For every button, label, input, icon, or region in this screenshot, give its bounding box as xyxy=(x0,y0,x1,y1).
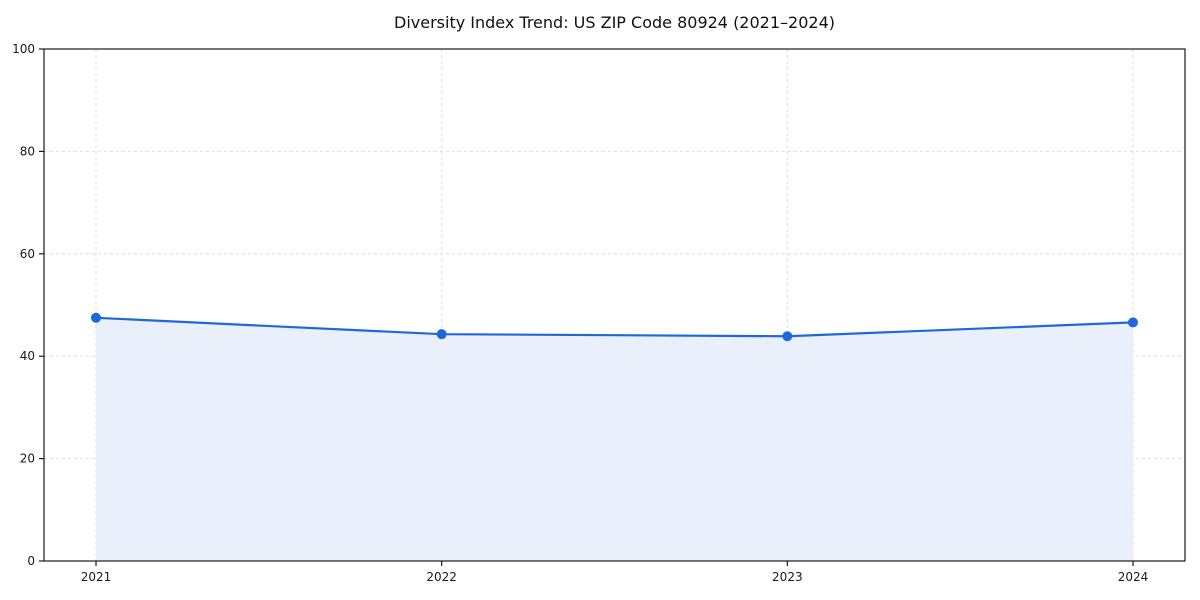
y-axis-tick-label: 60 xyxy=(20,247,35,261)
x-axis-tick-label: 2024 xyxy=(1118,570,1149,584)
data-point xyxy=(436,329,447,340)
data-point xyxy=(782,331,793,342)
y-axis-tick-label: 20 xyxy=(20,452,35,466)
data-point xyxy=(1128,317,1138,328)
y-axis-tick-label: 0 xyxy=(27,554,35,568)
y-axis-tick-label: 100 xyxy=(12,42,35,56)
area-fill xyxy=(96,317,1133,561)
x-axis-tick-label: 2023 xyxy=(772,570,803,584)
x-axis-tick-label: 2021 xyxy=(81,570,112,584)
chart-title: Diversity Index Trend: US ZIP Code 80924… xyxy=(394,13,835,32)
axes-box xyxy=(43,48,1186,562)
x-axis-tick-label: 2022 xyxy=(426,570,457,584)
trend-line xyxy=(94,316,1135,338)
data-point xyxy=(91,312,101,323)
axes-layer: 0 20 40 60 80 100 2021 2022 2023 2024 xyxy=(12,42,1186,584)
y-axis-tick-label: 40 xyxy=(20,349,35,363)
y-axis-tick-label: 80 xyxy=(20,144,35,158)
series-layer xyxy=(91,312,1138,561)
